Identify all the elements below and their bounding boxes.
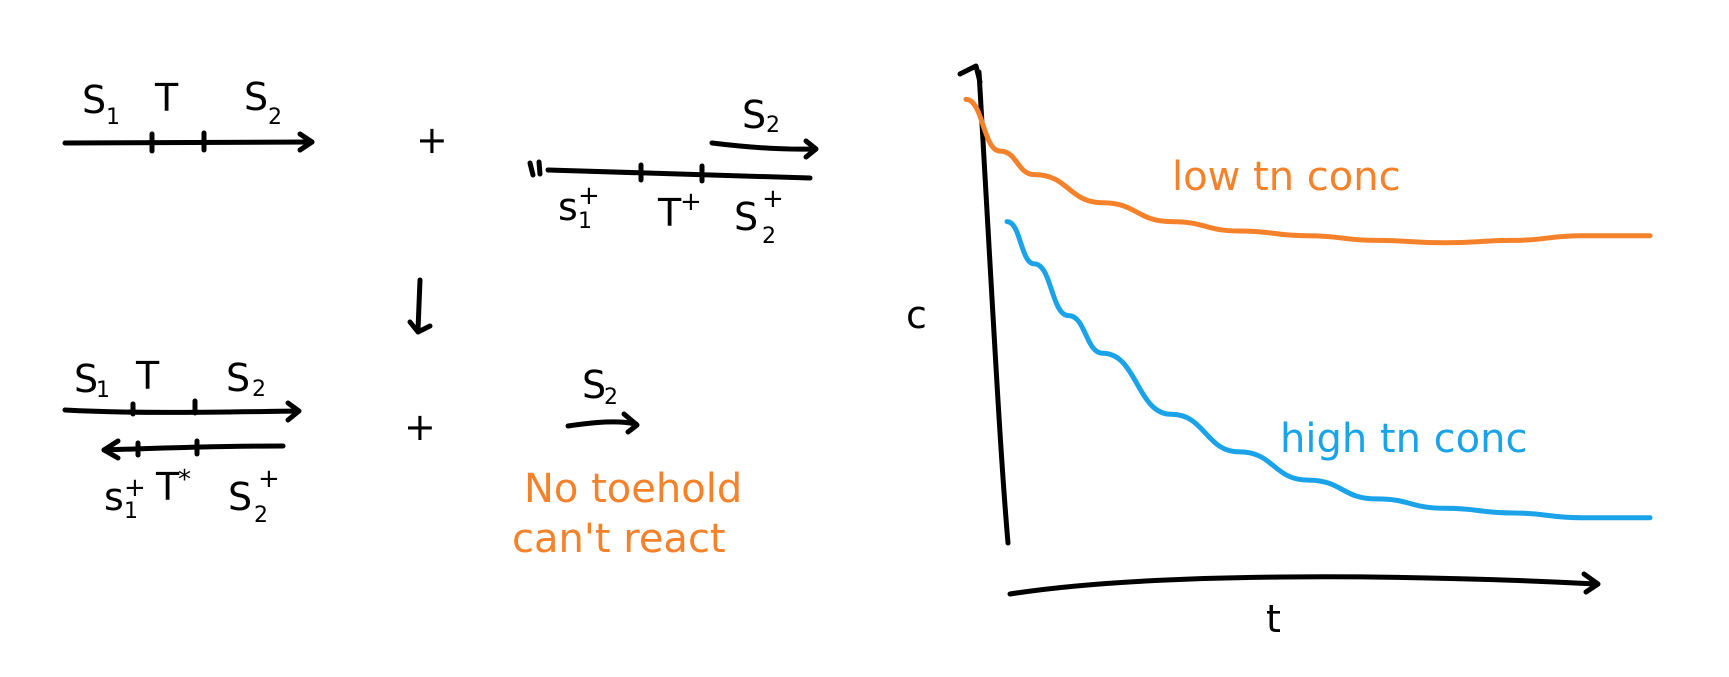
domain-sup: + (258, 464, 280, 494)
released-strand-sub: 2 (604, 385, 618, 410)
y-axis-label: c (906, 293, 927, 337)
domain-label-s1: s (558, 185, 578, 229)
top-left-strand: S 1 T S 2 (65, 75, 312, 151)
note-line-2: can't react (512, 516, 726, 562)
domain-label-s1: S (82, 78, 106, 122)
domain-label-t: T (135, 354, 160, 398)
domain-label-s2: S (244, 75, 268, 119)
released-strand-line (568, 422, 636, 426)
domain-sup: + (762, 184, 784, 214)
domain-sub: 2 (254, 503, 268, 528)
overhang-label: S (742, 93, 766, 137)
overhang-sub: 2 (766, 113, 780, 138)
complement-strand-line (548, 170, 810, 178)
x-axis (1010, 577, 1596, 594)
domain-sub: 1 (578, 209, 592, 234)
series-label-low: low tn conc (1172, 154, 1401, 200)
strand-start-mark (530, 162, 540, 175)
bottom-left-duplex: S 1 T S 2 s + 1 T * S + 2 (65, 354, 299, 528)
s2-overhang (712, 143, 814, 149)
domain-sup: + (578, 181, 600, 211)
note-line-1: No toehold (524, 466, 742, 512)
domain-sub: 1 (124, 499, 138, 524)
domain-label-s2: S (734, 195, 758, 239)
domain-sub: 1 (96, 378, 110, 403)
y-axis (979, 72, 1008, 543)
released-strand-label: S (582, 363, 606, 407)
plus-sign-bottom: + (404, 405, 436, 449)
concentration-chart: c t low tn conc high tn conc (906, 66, 1650, 641)
series-line-high-conc (1007, 222, 1650, 518)
plus-sign-top: + (416, 118, 448, 162)
domain-label-t: T (155, 465, 180, 509)
strand-line (65, 142, 312, 143)
series-label-high: high tn conc (1280, 416, 1527, 462)
domain-sup: * (178, 465, 191, 495)
domain-sub: 2 (252, 377, 266, 402)
bottom-strand-line (104, 446, 283, 450)
x-axis-label: t (1266, 597, 1281, 641)
domain-label-s2: S (226, 356, 250, 400)
domain-sub: 2 (762, 224, 776, 249)
domain-sub: 2 (268, 105, 282, 130)
reaction-arrow (410, 280, 430, 332)
arrow-shaft (418, 280, 420, 330)
bottom-right-strand: S 2 (568, 363, 637, 432)
domain-label-s1: S (74, 357, 98, 401)
domain-label-s2: S (228, 475, 252, 519)
domain-sup: + (680, 187, 702, 217)
top-strand-line (65, 410, 298, 412)
y-axis-arrowhead (960, 66, 980, 82)
domain-sub: 1 (106, 105, 120, 130)
top-right-strand: S 2 s + 1 T + S + 2 (530, 93, 816, 249)
domain-label-t: T (657, 191, 682, 235)
domain-label-s1: s (104, 475, 124, 519)
domain-label-t: T (154, 76, 179, 120)
